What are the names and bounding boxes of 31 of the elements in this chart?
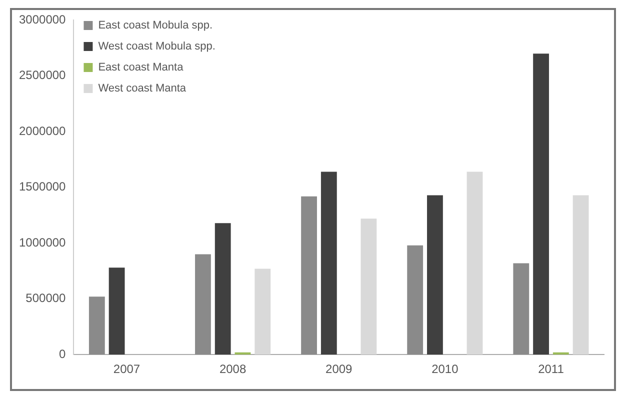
y-tick-label: 2500000 (19, 68, 66, 82)
bar (320, 172, 337, 355)
y-tick-label: 2000000 (19, 124, 66, 138)
y-tick-label: 1000000 (19, 235, 66, 250)
bar (427, 195, 443, 355)
bar (513, 263, 530, 355)
x-tick-label: 2010 (432, 362, 459, 376)
legend-label: East coast Manta (98, 62, 184, 74)
y-tick-label: 0 (59, 346, 66, 361)
x-tick-label: 2011 (538, 362, 564, 376)
bar (360, 218, 377, 355)
bar (466, 172, 483, 355)
bar (552, 352, 569, 355)
bar (195, 254, 211, 355)
bar (301, 196, 317, 355)
bar (533, 54, 549, 355)
legend-label: West coast Manta (98, 82, 187, 95)
bar (254, 268, 271, 355)
legend-label: West coast Mobula spp. (98, 40, 216, 53)
bar (572, 195, 589, 355)
bar (214, 223, 231, 355)
y-tick-label: 1500000 (19, 180, 66, 194)
bar (108, 268, 125, 355)
legend-label: East coast Mobula spp. (98, 20, 213, 32)
y-tick-label: 500000 (26, 291, 66, 306)
bar (407, 245, 424, 355)
x-tick-label: 2009 (326, 362, 353, 376)
y-tick-label: 3000000 (19, 12, 66, 27)
bar (88, 296, 105, 355)
x-tick-label: 2007 (113, 362, 140, 376)
x-tick-label: 2008 (219, 362, 246, 376)
